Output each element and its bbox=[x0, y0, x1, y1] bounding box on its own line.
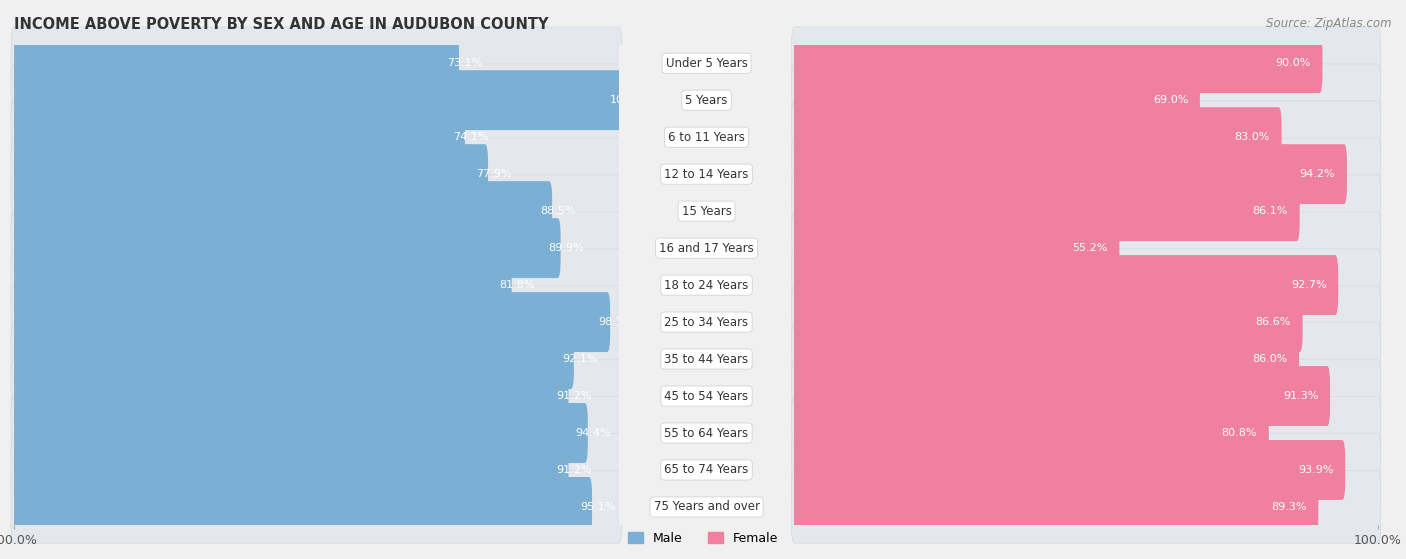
FancyBboxPatch shape bbox=[11, 138, 621, 210]
Text: 86.0%: 86.0% bbox=[1253, 354, 1288, 364]
FancyBboxPatch shape bbox=[792, 64, 1381, 136]
FancyBboxPatch shape bbox=[792, 70, 1199, 130]
FancyBboxPatch shape bbox=[792, 434, 1381, 506]
FancyBboxPatch shape bbox=[11, 292, 610, 352]
FancyBboxPatch shape bbox=[11, 366, 568, 426]
Text: 25 to 34 Years: 25 to 34 Years bbox=[665, 316, 748, 329]
FancyBboxPatch shape bbox=[792, 138, 1381, 210]
FancyBboxPatch shape bbox=[11, 70, 621, 130]
FancyBboxPatch shape bbox=[11, 212, 621, 285]
Text: 77.9%: 77.9% bbox=[477, 169, 512, 179]
FancyBboxPatch shape bbox=[11, 218, 561, 278]
Text: 55.2%: 55.2% bbox=[1073, 243, 1108, 253]
FancyBboxPatch shape bbox=[792, 360, 1381, 432]
Text: 93.9%: 93.9% bbox=[1298, 465, 1333, 475]
FancyBboxPatch shape bbox=[11, 175, 621, 248]
Text: 94.2%: 94.2% bbox=[1299, 169, 1336, 179]
Text: 73.1%: 73.1% bbox=[447, 58, 482, 68]
Text: 5 Years: 5 Years bbox=[685, 94, 728, 107]
FancyBboxPatch shape bbox=[792, 471, 1381, 543]
Legend: Male, Female: Male, Female bbox=[623, 527, 783, 550]
FancyBboxPatch shape bbox=[792, 292, 1302, 352]
Text: 12 to 14 Years: 12 to 14 Years bbox=[664, 168, 749, 181]
FancyBboxPatch shape bbox=[792, 218, 1119, 278]
FancyBboxPatch shape bbox=[11, 434, 621, 506]
Text: 80.8%: 80.8% bbox=[1222, 428, 1257, 438]
FancyBboxPatch shape bbox=[792, 144, 1347, 204]
FancyBboxPatch shape bbox=[11, 107, 465, 167]
FancyBboxPatch shape bbox=[792, 181, 1299, 241]
FancyBboxPatch shape bbox=[792, 212, 1381, 285]
FancyBboxPatch shape bbox=[11, 360, 621, 432]
Text: 91.2%: 91.2% bbox=[557, 465, 592, 475]
Text: 45 to 54 Years: 45 to 54 Years bbox=[665, 390, 748, 402]
Text: 94.4%: 94.4% bbox=[575, 428, 612, 438]
FancyBboxPatch shape bbox=[11, 33, 458, 93]
Text: INCOME ABOVE POVERTY BY SEX AND AGE IN AUDUBON COUNTY: INCOME ABOVE POVERTY BY SEX AND AGE IN A… bbox=[14, 17, 548, 32]
FancyBboxPatch shape bbox=[792, 440, 1346, 500]
FancyBboxPatch shape bbox=[11, 101, 621, 173]
Text: 91.3%: 91.3% bbox=[1284, 391, 1319, 401]
FancyBboxPatch shape bbox=[792, 323, 1381, 395]
FancyBboxPatch shape bbox=[792, 33, 1323, 93]
FancyBboxPatch shape bbox=[11, 477, 592, 537]
FancyBboxPatch shape bbox=[11, 255, 512, 315]
Text: 83.0%: 83.0% bbox=[1234, 132, 1270, 142]
Text: 74.1%: 74.1% bbox=[453, 132, 488, 142]
Text: 18 to 24 Years: 18 to 24 Years bbox=[665, 278, 748, 292]
Text: 92.7%: 92.7% bbox=[1291, 280, 1326, 290]
FancyBboxPatch shape bbox=[11, 64, 621, 136]
FancyBboxPatch shape bbox=[11, 144, 488, 204]
Text: 81.8%: 81.8% bbox=[499, 280, 536, 290]
Text: 89.3%: 89.3% bbox=[1271, 502, 1306, 512]
Text: 98.1%: 98.1% bbox=[598, 317, 634, 327]
FancyBboxPatch shape bbox=[11, 323, 621, 395]
FancyBboxPatch shape bbox=[11, 397, 621, 469]
FancyBboxPatch shape bbox=[11, 440, 568, 500]
FancyBboxPatch shape bbox=[792, 286, 1381, 358]
Text: 100.0%: 100.0% bbox=[610, 95, 652, 105]
Text: Source: ZipAtlas.com: Source: ZipAtlas.com bbox=[1267, 17, 1392, 30]
FancyBboxPatch shape bbox=[792, 101, 1381, 173]
Text: 91.2%: 91.2% bbox=[557, 391, 592, 401]
Text: 65 to 74 Years: 65 to 74 Years bbox=[665, 463, 748, 476]
Text: 16 and 17 Years: 16 and 17 Years bbox=[659, 241, 754, 254]
Text: 95.1%: 95.1% bbox=[579, 502, 616, 512]
FancyBboxPatch shape bbox=[792, 107, 1282, 167]
Text: 69.0%: 69.0% bbox=[1153, 95, 1188, 105]
FancyBboxPatch shape bbox=[11, 471, 621, 543]
Text: 86.6%: 86.6% bbox=[1256, 317, 1291, 327]
Text: 55 to 64 Years: 55 to 64 Years bbox=[665, 427, 748, 439]
Text: 90.0%: 90.0% bbox=[1275, 58, 1310, 68]
FancyBboxPatch shape bbox=[792, 329, 1299, 389]
Text: 75 Years and over: 75 Years and over bbox=[654, 500, 759, 514]
Text: 6 to 11 Years: 6 to 11 Years bbox=[668, 131, 745, 144]
FancyBboxPatch shape bbox=[11, 286, 621, 358]
FancyBboxPatch shape bbox=[11, 403, 588, 463]
Text: 89.9%: 89.9% bbox=[548, 243, 583, 253]
FancyBboxPatch shape bbox=[11, 329, 574, 389]
FancyBboxPatch shape bbox=[792, 255, 1339, 315]
Text: 86.1%: 86.1% bbox=[1253, 206, 1288, 216]
Text: 88.5%: 88.5% bbox=[540, 206, 575, 216]
FancyBboxPatch shape bbox=[792, 477, 1319, 537]
FancyBboxPatch shape bbox=[792, 403, 1268, 463]
Text: Under 5 Years: Under 5 Years bbox=[665, 56, 748, 70]
FancyBboxPatch shape bbox=[792, 366, 1330, 426]
FancyBboxPatch shape bbox=[11, 181, 553, 241]
FancyBboxPatch shape bbox=[11, 27, 621, 100]
FancyBboxPatch shape bbox=[792, 175, 1381, 248]
Text: 15 Years: 15 Years bbox=[682, 205, 731, 217]
Text: 92.1%: 92.1% bbox=[562, 354, 598, 364]
FancyBboxPatch shape bbox=[792, 397, 1381, 469]
Text: 35 to 44 Years: 35 to 44 Years bbox=[665, 353, 748, 366]
FancyBboxPatch shape bbox=[792, 27, 1381, 100]
FancyBboxPatch shape bbox=[792, 249, 1381, 321]
FancyBboxPatch shape bbox=[11, 249, 621, 321]
